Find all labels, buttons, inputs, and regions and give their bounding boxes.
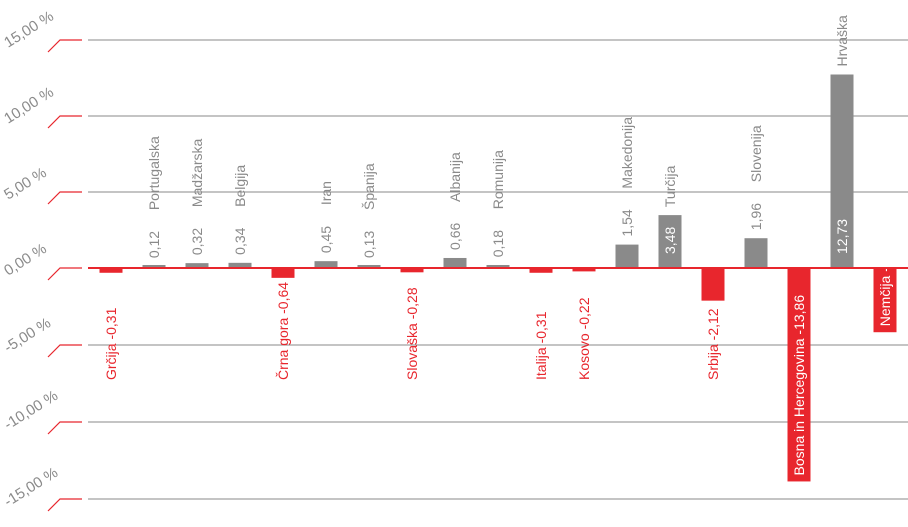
category-label: Albanija: [447, 152, 463, 202]
bar: [400, 268, 424, 273]
category-label: Slovenija: [748, 125, 764, 182]
value-label: 0,12: [146, 231, 162, 258]
category-value-label: Kosovo -0,22: [576, 297, 592, 380]
category-label: Madžarska: [189, 138, 205, 207]
y-tick-mark: [47, 39, 82, 53]
bar: [744, 238, 768, 268]
value-label: 0,34: [232, 227, 248, 254]
value-label: 0,32: [189, 228, 205, 255]
bar: [314, 261, 338, 268]
bar: [99, 268, 123, 273]
category-label: Turčija: [662, 165, 678, 207]
y-axis-ticks: 15,00 % 10,00 % 5,00 % 0,00 % -5,00 % -10,00 …: [1, 8, 82, 512]
y-tick-mark: [47, 421, 82, 435]
bar: [572, 268, 596, 272]
value-label: 0,66: [447, 223, 463, 250]
bar: [873, 268, 897, 333]
value-label: 1,54: [619, 209, 635, 236]
bar: [228, 262, 252, 268]
category-label: Iran: [318, 181, 334, 205]
bar: [787, 268, 811, 482]
bar: [271, 268, 295, 278]
category-value-label: Italija -0,31: [533, 311, 549, 380]
category-label: Romunija: [490, 150, 506, 209]
y-tick-mark: [47, 344, 82, 358]
category-value-label: Srbija -2,12: [705, 308, 721, 380]
y-tick-label: -5,00 %: [1, 315, 54, 357]
y-tick-mark: [47, 115, 82, 129]
bar: [357, 265, 381, 268]
y-tick-mark: [47, 267, 82, 281]
y-tick-mark: [47, 498, 82, 512]
bar: [658, 215, 682, 268]
bars-layer: [99, 74, 897, 482]
category-label: Portugalska: [146, 136, 162, 210]
category-value-label: Grčija -0,31: [103, 307, 119, 380]
category-value-label: Nemčija -4,17: [877, 240, 893, 327]
bar: [443, 257, 467, 268]
category-label: Belgija: [232, 165, 248, 207]
bar: [615, 244, 639, 268]
value-label: 0,13: [361, 231, 377, 258]
y-tick-label: 15,00 %: [1, 8, 57, 52]
bar: [529, 268, 553, 273]
category-value-label: Bosna in Hercegovina -13,86: [791, 295, 807, 476]
y-tick-label: 10,00 %: [1, 84, 57, 128]
bar: [830, 74, 854, 268]
value-label: 12,73: [834, 219, 850, 254]
bar: [185, 263, 209, 268]
category-value-label: Črna gora -0,64: [275, 282, 291, 380]
bar: [486, 265, 510, 268]
y-tick-label: -15,00 %: [1, 464, 61, 510]
bar-labels-layer: Grčija -0,31 0,12 Portugalska 0,32 Madžarska…: [103, 15, 893, 475]
value-label: 0,18: [490, 230, 506, 257]
y-tick-label: 5,00 %: [1, 164, 50, 203]
y-tick-mark: [47, 191, 82, 205]
grid-layer: [88, 39, 908, 500]
value-label: 0,45: [318, 226, 334, 253]
y-tick-label: 0,00 %: [1, 240, 50, 279]
bar: [142, 265, 166, 268]
category-label: Hrvaška: [834, 15, 850, 67]
y-tick-label: -10,00 %: [1, 387, 61, 433]
category-label: Španija: [361, 163, 377, 210]
value-label: 3,48: [662, 227, 678, 254]
value-label: 1,96: [748, 203, 764, 230]
category-label: Makedonija: [619, 117, 635, 189]
bar: [701, 268, 725, 301]
category-value-label: Slovaška -0,28: [404, 287, 420, 380]
